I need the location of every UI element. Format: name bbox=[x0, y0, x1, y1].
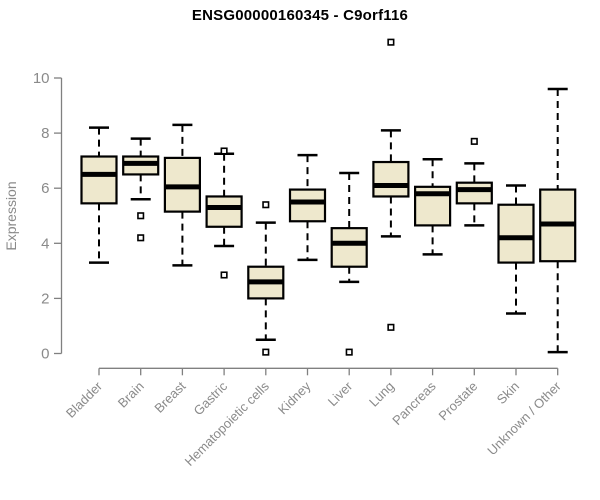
boxplot-unknown-other bbox=[539, 87, 577, 354]
outlier-point bbox=[262, 348, 270, 356]
y-tick-label: 6 bbox=[41, 180, 49, 197]
boxplot-lung bbox=[372, 38, 410, 331]
x-tick-label: Gastric bbox=[191, 378, 231, 418]
x-tick-label: Brain bbox=[115, 379, 147, 411]
outlier-point bbox=[137, 212, 145, 220]
x-tick-label: Kidney bbox=[275, 378, 314, 417]
x-tick-label: Lung bbox=[366, 379, 397, 410]
outlier-point bbox=[387, 38, 395, 46]
boxplot-skin bbox=[497, 184, 535, 315]
boxplot-brain bbox=[122, 137, 160, 242]
y-tick-label: 8 bbox=[41, 125, 49, 142]
x-tick-label: Pancreas bbox=[389, 378, 439, 428]
y-tick-label: 0 bbox=[41, 346, 49, 363]
boxplot-bladder bbox=[80, 126, 118, 264]
iqr-box bbox=[455, 181, 493, 205]
y-tick-label: 2 bbox=[41, 290, 49, 307]
boxplot-gastric bbox=[205, 147, 243, 279]
x-tick-label: Prostate bbox=[436, 379, 481, 424]
outlier-point bbox=[470, 137, 478, 145]
iqr-box bbox=[497, 203, 535, 264]
y-axis: 0 2 4 6 8 10 Expression bbox=[3, 70, 63, 363]
x-tick-label: Skin bbox=[494, 379, 522, 407]
boxplot-kidney bbox=[288, 153, 327, 262]
y-tick-label: 4 bbox=[41, 235, 49, 252]
x-tick-label: Breast bbox=[151, 378, 188, 415]
boxplot-breast bbox=[163, 123, 201, 267]
boxplot-pancreas bbox=[414, 158, 452, 256]
iqr-box bbox=[372, 160, 410, 198]
iqr-box bbox=[205, 195, 243, 228]
x-tick-label: Unknown / Other bbox=[484, 378, 564, 458]
boxplot-prostate bbox=[455, 137, 493, 227]
x-tick-label: Liver bbox=[325, 378, 356, 409]
iqr-box bbox=[288, 188, 327, 223]
boxplot-liver bbox=[330, 171, 368, 356]
y-axis-title: Expression bbox=[3, 181, 19, 250]
outlier-point bbox=[137, 234, 145, 242]
outlier-point bbox=[387, 323, 395, 331]
y-tick-label: 10 bbox=[33, 70, 50, 87]
x-tick-label: Bladder bbox=[63, 378, 106, 421]
iqr-box bbox=[80, 155, 118, 205]
iqr-box bbox=[330, 227, 368, 268]
outlier-point bbox=[345, 348, 353, 356]
boxplot-hematopoietic-cells bbox=[247, 201, 285, 356]
outlier-point bbox=[262, 201, 270, 209]
chart-title: ENSG00000160345 - C9orf116 bbox=[191, 7, 409, 24]
outlier-point bbox=[220, 147, 228, 155]
outlier-point bbox=[220, 271, 228, 279]
